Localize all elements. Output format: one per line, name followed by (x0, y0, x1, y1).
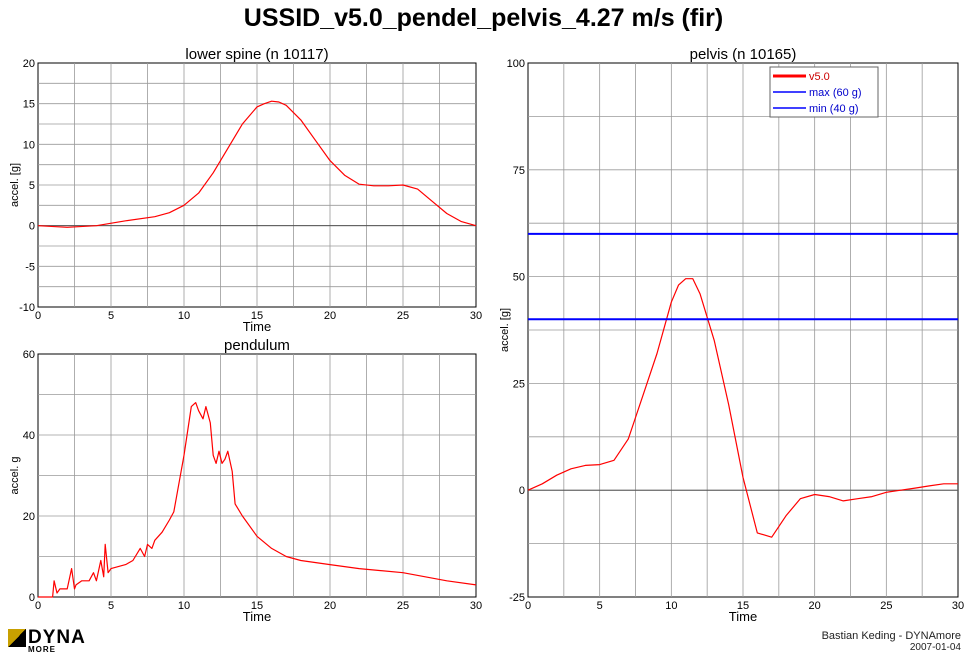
pendulum-series-line (38, 402, 477, 598)
lower-spine-x-tick-label: 30 (470, 310, 482, 322)
pelvis-y-tick-label: 75 (513, 165, 525, 177)
lower-spine-x-tick-label: 20 (324, 310, 336, 322)
footer-date: 2007-01-04 (909, 642, 961, 653)
pelvis-y-tick-label: -25 (509, 592, 525, 604)
pelvis-x-tick-label: 20 (809, 600, 821, 612)
pelvis-x-tick-label: 10 (665, 600, 677, 612)
pelvis-y-tick-label: 50 (513, 272, 525, 284)
lower-spine-series-line (37, 100, 477, 228)
logo-text: DYNA (28, 627, 86, 648)
lower-spine-y-tick-label: -10 (19, 302, 35, 314)
logo-subtext: MORE (28, 645, 56, 654)
lower-spine-x-tick-label: 15 (251, 310, 263, 322)
lower-spine-y-tick-label: 20 (23, 58, 35, 70)
pelvis-y-tick-label: 0 (519, 485, 525, 497)
pelvis-x-tick-label: 0 (525, 600, 531, 612)
lower-spine-x-tick-label: 10 (178, 310, 190, 322)
lower-spine-x-tick-label: 25 (397, 310, 409, 322)
pelvis-legend-label: max (60 g) (809, 87, 862, 99)
pelvis-y-axis-label: accel. [g] (499, 308, 511, 352)
lower-spine-chart-title: lower spine (n 10117) (185, 46, 328, 63)
lower-spine-y-tick-label: 15 (23, 99, 35, 111)
pendulum-x-tick-label: 0 (35, 600, 41, 612)
lower-spine-y-tick-label: -5 (25, 261, 35, 273)
lower-spine-y-axis-label: accel. [g] (9, 163, 21, 207)
pelvis-y-tick-label: 100 (507, 58, 525, 70)
lower-spine-y-tick-label: 5 (29, 180, 35, 192)
pendulum-y-axis-label: accel. g (9, 457, 21, 495)
lower-spine-x-axis-label: Time (243, 319, 271, 334)
pendulum-chart-title: pendulum (224, 337, 290, 354)
pendulum-x-tick-label: 30 (470, 600, 482, 612)
lower-spine-y-tick-label: 0 (29, 221, 35, 233)
pelvis-x-axis-label: Time (729, 609, 757, 624)
pendulum-x-axis-label: Time (243, 609, 271, 624)
pendulum-x-tick-label: 15 (251, 600, 263, 612)
pendulum-x-tick-label: 20 (324, 600, 336, 612)
pelvis-y-tick-label: 25 (513, 378, 525, 390)
pelvis-x-tick-label: 25 (880, 600, 892, 612)
lower-spine-x-tick-label: 5 (108, 310, 114, 322)
lower-spine-x-tick-label: 0 (35, 310, 41, 322)
dynamore-logo: DYNA MORE (8, 627, 108, 654)
logo-mark-icon (8, 629, 26, 647)
lower-spine-y-tick-label: 10 (23, 139, 35, 151)
pelvis-chart-title: pelvis (n 10165) (690, 46, 797, 63)
pelvis-legend-label: min (40 g) (809, 103, 859, 115)
pelvis-x-tick-label: 30 (952, 600, 964, 612)
pelvis-legend-label: v5.0 (809, 71, 830, 83)
page-title: USSID_v5.0_pendel_pelvis_4.27 m/s (fir) (243, 4, 724, 32)
pendulum-y-tick-label: 40 (23, 430, 35, 442)
pendulum-y-tick-label: 20 (23, 511, 35, 523)
pelvis-series-v5-0 (527, 278, 958, 538)
pelvis-x-tick-label: 15 (737, 600, 749, 612)
pendulum-x-tick-label: 10 (178, 600, 190, 612)
pendulum-y-tick-label: 0 (29, 592, 35, 604)
pelvis-x-tick-label: 5 (597, 600, 603, 612)
pendulum-x-tick-label: 25 (397, 600, 409, 612)
pendulum-y-tick-label: 60 (23, 349, 35, 361)
pendulum-x-tick-label: 5 (108, 600, 114, 612)
footer-author: Bastian Keding - DYNAmore (821, 630, 961, 642)
